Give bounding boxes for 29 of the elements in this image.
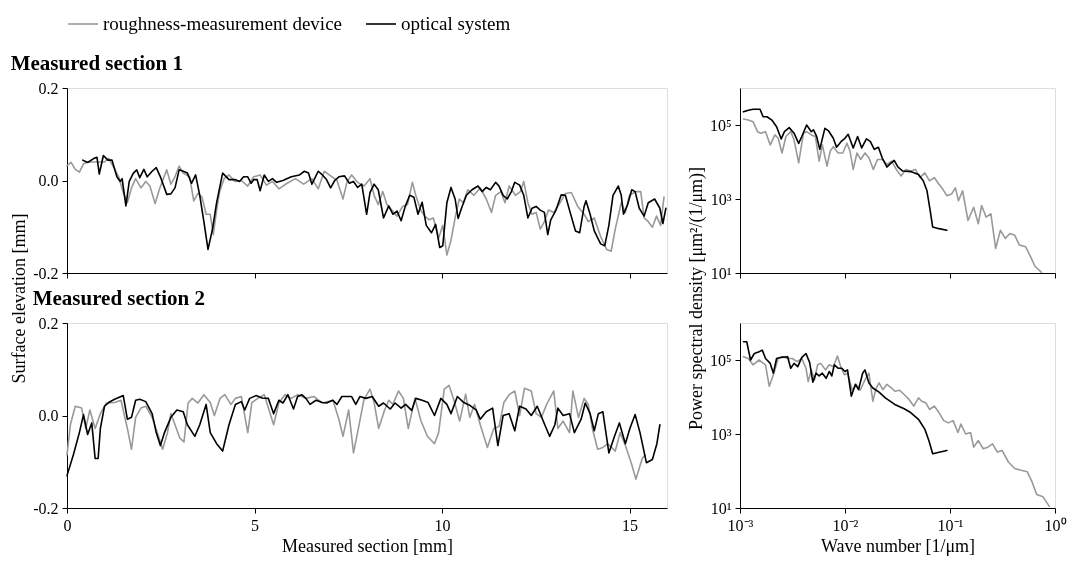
y-tick-label: 0.0 <box>38 407 59 424</box>
line-series <box>66 384 647 481</box>
x-tick-label: 10⁻² <box>832 516 859 534</box>
x-tick-label: 10⁻¹ <box>937 516 964 534</box>
y-tick-label: 10¹ <box>710 264 732 282</box>
y-tick-label: 10⁵ <box>709 116 732 134</box>
y-tick-label: -0.2 <box>33 264 59 282</box>
y-tick-label: 0.2 <box>38 314 59 332</box>
x-tick-label: 10⁰ <box>1044 516 1067 534</box>
y-tick-label: 10³ <box>710 190 732 208</box>
y-tick-label: 0.2 <box>38 79 59 97</box>
y-tick-label: 10⁵ <box>709 351 732 369</box>
x-axis-title: Measured section [mm] <box>282 535 453 556</box>
x-tick-label: 0 <box>63 516 72 534</box>
chart-title: Measured section 2 <box>32 286 205 310</box>
x-tick-label: 5 <box>251 516 259 534</box>
x-tick-label: 10 <box>434 516 451 534</box>
chart-title: Measured section 1 <box>10 51 183 75</box>
y-tick-label: 0.0 <box>38 172 59 189</box>
y-tick-label: 10³ <box>710 425 732 443</box>
y-axis-title: Power spectral density [μm²/(1/μm)] <box>685 166 707 431</box>
y-tick-label: -0.2 <box>33 499 59 517</box>
y-axis-title: Surface elevation [mm] <box>9 213 30 384</box>
x-tick-label: 10⁻³ <box>727 516 754 534</box>
legend-label: optical system <box>401 13 511 34</box>
x-tick-label: 15 <box>622 516 638 534</box>
y-tick-label: 10¹ <box>710 499 732 517</box>
legend-label: roughness-measurement device <box>103 13 342 34</box>
x-axis-title: Wave number [1/μm] <box>820 535 976 556</box>
